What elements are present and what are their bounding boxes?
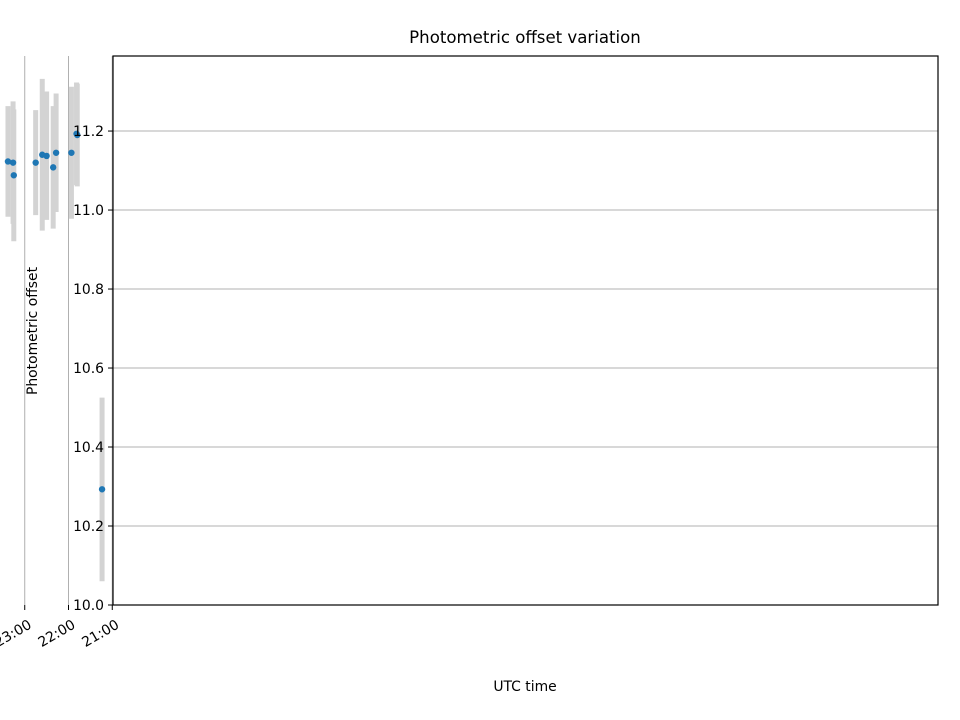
x-axis-label: UTC time [493,679,556,695]
data-point [98,486,106,493]
plot-frame [112,55,939,606]
data-point [10,172,17,179]
y-tick-label: 10.6 [73,361,104,377]
data-points [4,130,106,493]
y-tick-label: 11.0 [73,203,104,219]
y-axis-ticks: 10.0 10.2 10.4 10.6 10.8 11.0 11.2 [73,124,113,614]
data-point [39,151,46,158]
y-axis-label: Photometric offset [25,266,41,395]
data-point [49,164,57,171]
y-tick-label: 10.4 [73,440,104,456]
data-point [9,159,17,166]
chart-title: Photometric offset variation [409,28,641,47]
data-point [73,130,80,138]
data-point [68,149,75,156]
y-tick-label: 10.0 [73,598,104,614]
y-tick-label: 10.2 [73,519,104,535]
data-point [32,159,39,166]
data-point [4,158,12,165]
y-tick-label: 11.2 [73,124,104,140]
data-point [52,149,60,156]
y-tick-label: 10.8 [73,282,104,298]
